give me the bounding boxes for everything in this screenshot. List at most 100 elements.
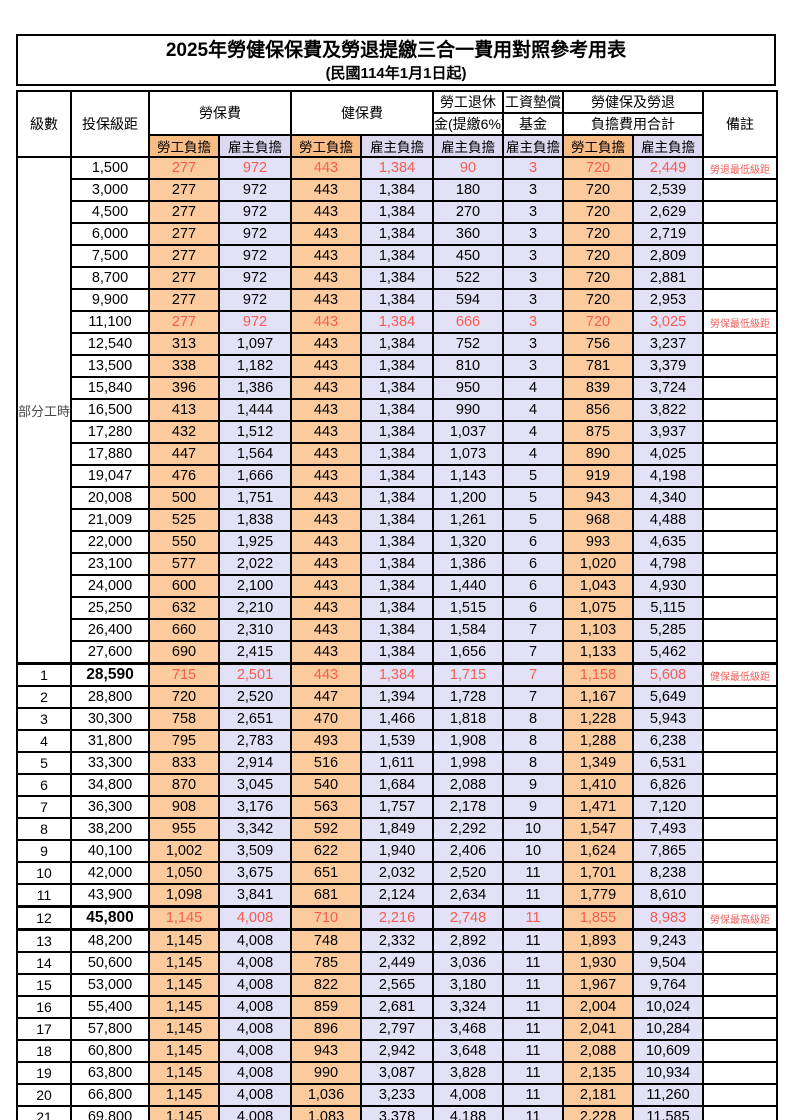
cell-value: 5,285 (632, 618, 704, 642)
cell-salary-bracket: 30,300 (70, 707, 150, 731)
cell-value: 4,008 (218, 1105, 292, 1120)
cell-remark (702, 376, 778, 400)
cell-level: 15 (16, 973, 72, 997)
cell-remark (702, 685, 778, 709)
cell-value: 1,384 (360, 508, 434, 532)
cell-value: 752 (432, 332, 504, 356)
header-row-2: 金(提繳6%) 基金 負擔費用合計 (17, 112, 777, 136)
cell-value: 756 (562, 332, 634, 356)
cell-value: 1,073 (432, 442, 504, 466)
cell-value: 3,176 (218, 795, 292, 819)
cell-value: 7,120 (632, 795, 704, 819)
cell-value: 5,649 (632, 685, 704, 709)
cell-value: 2,681 (360, 995, 434, 1019)
cell-value: 1,020 (562, 552, 634, 576)
cell-value: 2,520 (218, 685, 292, 709)
cell-value: 1,512 (218, 420, 292, 444)
table-row: 11 43,900 1,098 3,841 681 2,124 2,634 11 1,779 8,… (16, 883, 778, 908)
cell-value: 1,037 (432, 420, 504, 444)
cell-value: 443 (290, 310, 362, 334)
cell-value: 715 (148, 662, 220, 687)
cell-value: 1,444 (218, 398, 292, 422)
cell-value: 1,384 (360, 244, 434, 268)
cell-value: 1,083 (290, 1105, 362, 1120)
page-title: 2025年勞健保保費及勞退提繳三合一費用對照參考用表 (165, 39, 627, 61)
cell-level: 8 (16, 817, 72, 841)
cell-value: 5,115 (632, 596, 704, 620)
cell-value: 3,237 (632, 332, 704, 356)
table-row: 22,000 550 1,925 443 1,384 1,320 6 993 4,635 (17, 530, 778, 554)
cell-value: 9,764 (632, 973, 704, 997)
cell-value: 3,468 (432, 1017, 504, 1041)
cell-value: 443 (290, 464, 362, 488)
cell-value: 3 (502, 266, 564, 290)
cell-value: 1,228 (562, 707, 634, 731)
cell-value: 443 (290, 266, 362, 290)
cell-value: 11 (502, 1017, 564, 1041)
cell-value: 1,751 (218, 486, 292, 510)
cell-remark (702, 596, 778, 620)
cell-value: 3,509 (218, 839, 292, 863)
table-row: 1 28,590 715 2,501 443 1,384 1,715 7 1,158 5,608 健… (16, 662, 778, 687)
cell-value: 4,798 (632, 552, 704, 576)
cell-value: 2,228 (562, 1105, 634, 1120)
cell-value: 1,384 (360, 156, 434, 180)
table-row: 15,840 396 1,386 443 1,384 950 4 839 3,724 (17, 376, 778, 400)
cell-value: 2,135 (562, 1061, 634, 1085)
cell-value: 1,384 (360, 354, 434, 378)
cell-value: 4 (502, 442, 564, 466)
cell-value: 7,493 (632, 817, 704, 841)
cell-salary-bracket: 17,280 (70, 420, 150, 444)
cell-value: 968 (562, 508, 634, 532)
cell-level: 10 (16, 861, 72, 885)
cell-salary-bracket: 26,400 (70, 618, 150, 642)
cell-level: 18 (16, 1039, 72, 1063)
cell-value: 2,088 (432, 773, 504, 797)
cell-value: 1,564 (218, 442, 292, 466)
cell-salary-bracket: 20,008 (70, 486, 150, 510)
cell-remark: 健保最低級距 (702, 662, 778, 687)
cell-value: 4,008 (218, 1083, 292, 1107)
cell-value: 1,050 (148, 861, 220, 885)
cell-value: 277 (148, 266, 220, 290)
cell-value: 2,088 (562, 1039, 634, 1063)
cell-value: 1,145 (148, 951, 220, 975)
cell-value: 443 (290, 486, 362, 510)
cell-value: 870 (148, 773, 220, 797)
cell-value: 6 (502, 552, 564, 576)
cell-value: 277 (148, 310, 220, 334)
cell-level: 16 (16, 995, 72, 1019)
cell-salary-bracket: 9,900 (70, 288, 150, 312)
cell-value: 1,349 (562, 751, 634, 775)
cell-value: 955 (148, 817, 220, 841)
cell-value: 1,384 (360, 332, 434, 356)
cell-salary-bracket: 55,400 (70, 995, 150, 1019)
cell-value: 5,608 (632, 662, 704, 687)
cell-value: 859 (290, 995, 362, 1019)
cell-value: 1,515 (432, 596, 504, 620)
cell-salary-bracket: 36,300 (70, 795, 150, 819)
cell-value: 338 (148, 354, 220, 378)
cell-value: 3,045 (218, 773, 292, 797)
cell-remark (702, 795, 778, 819)
cell-value: 1,930 (562, 951, 634, 975)
cell-value: 1,200 (432, 486, 504, 510)
cell-value: 972 (218, 288, 292, 312)
cell-value: 2,181 (562, 1083, 634, 1107)
cell-value: 443 (290, 200, 362, 224)
cell-value: 1,384 (360, 266, 434, 290)
cell-value: 1,145 (148, 1083, 220, 1107)
cell-value: 1,002 (148, 839, 220, 863)
cell-value: 594 (432, 288, 504, 312)
cell-value: 1,394 (360, 685, 434, 709)
subheader-pension-employer: 雇主負擔 (432, 134, 504, 158)
cell-value: 5 (502, 486, 564, 510)
cell-value: 10,284 (632, 1017, 704, 1041)
cell-value: 1,384 (360, 574, 434, 598)
col-header-level: 級數 (16, 90, 72, 158)
cell-value: 3,087 (360, 1061, 434, 1085)
subheader-health-employee: 勞工負擔 (290, 134, 362, 158)
cell-value: 1,384 (360, 442, 434, 466)
cell-value: 1,666 (218, 464, 292, 488)
cell-value: 8 (502, 729, 564, 753)
